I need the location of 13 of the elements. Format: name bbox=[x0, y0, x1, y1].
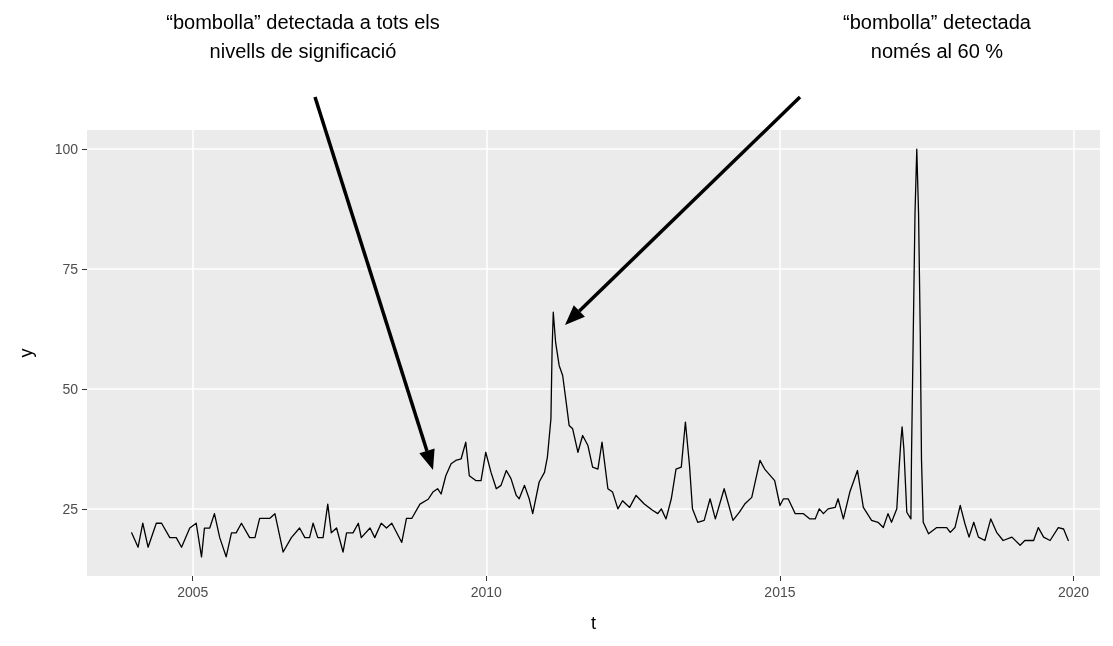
text: “bombolla” detectada a tots els nivells de significació bbox=[165, 10, 441, 64]
text: “bombolla” detectada només al 60 % bbox=[842, 10, 1032, 64]
line-series bbox=[130, 148, 1069, 558]
x-tick-label: 2005 bbox=[177, 584, 209, 600]
y-tick-label: 50 bbox=[62, 380, 79, 397]
y-tick-label: 100 bbox=[54, 141, 79, 158]
x-axis-title: t bbox=[590, 613, 597, 633]
x-tick-label: 2015 bbox=[764, 584, 796, 600]
y-axis-title: y bbox=[16, 348, 36, 358]
x-tick-label: 2010 bbox=[470, 584, 503, 600]
y-tick-label: 75 bbox=[62, 261, 79, 278]
y-tick-label: 25 bbox=[62, 500, 79, 517]
x-tick-label: 2020 bbox=[1058, 584, 1090, 600]
